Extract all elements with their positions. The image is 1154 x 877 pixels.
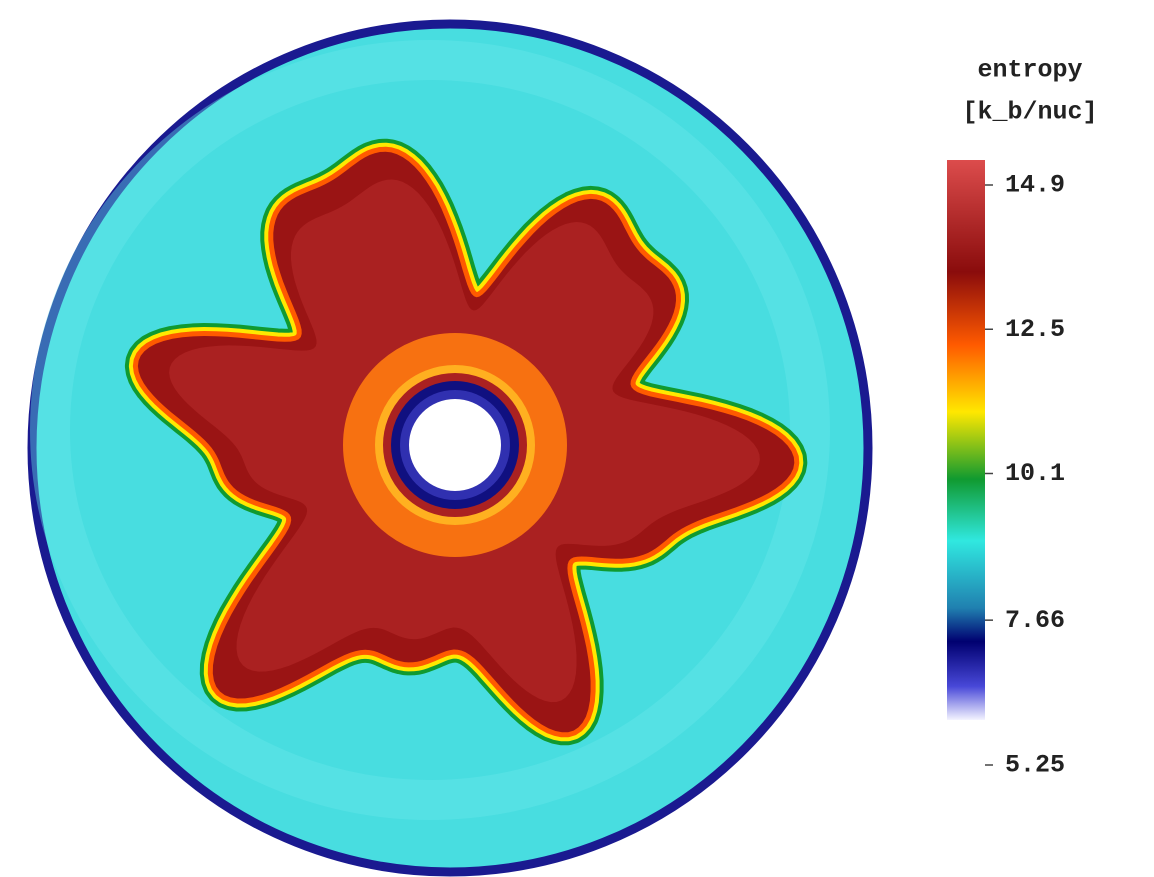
chart: entropy [k_b/nuc] 14.9 12.5 10.1 7.66 5.25	[0, 0, 1154, 877]
colorbar-tick-label: 14.9	[1005, 171, 1065, 200]
colorbar-tick-label: 5.25	[1005, 751, 1065, 780]
colorbar-title: entropy	[977, 56, 1082, 85]
colorbar-tick-label: 7.66	[1005, 606, 1065, 635]
colorbar-unit: [k_b/nuc]	[962, 98, 1097, 127]
colorbar	[947, 160, 985, 720]
colorbar-tick-label: 12.5	[1005, 315, 1065, 344]
colorbar-tick-label: 10.1	[1005, 459, 1065, 488]
entropy-field	[32, 24, 868, 872]
core	[409, 399, 501, 491]
